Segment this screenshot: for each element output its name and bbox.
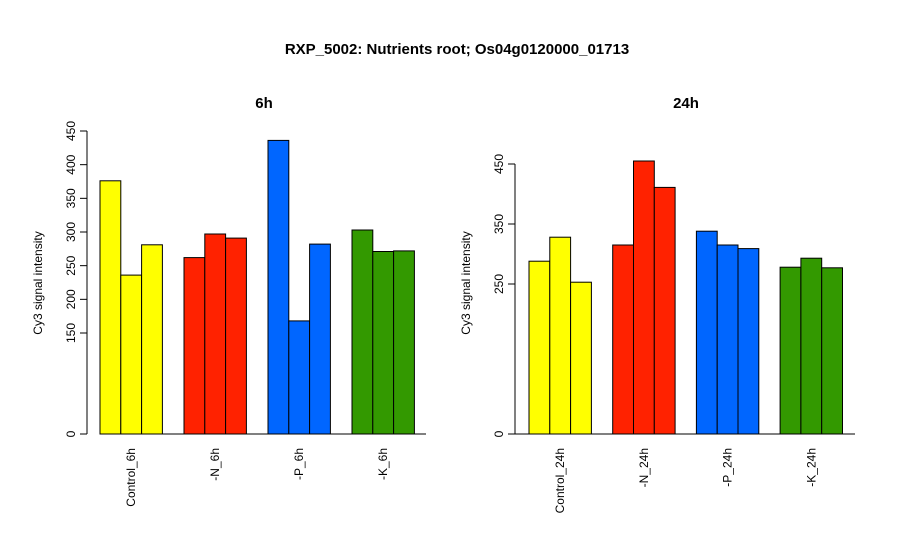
bar [204, 233, 227, 435]
y-tick-label: 450 [64, 121, 78, 141]
category-label: -K_24h [804, 448, 818, 487]
bar [99, 180, 122, 435]
y-axis-label: Cy3 signal intensity [31, 231, 45, 334]
bar [695, 230, 718, 435]
panel-24h: 24h Cy3 signal intensity 0 250 350 450 Cont… [459, 95, 855, 513]
category-label: -K_6h [376, 448, 390, 480]
panel-6h: 6h Cy3 signal intensity 0 150 200 250 300 350… [31, 95, 426, 507]
bar [351, 229, 374, 435]
bar [141, 244, 163, 435]
x-axis: Control_6h -N_6h -P_6h -K_6h [100, 433, 426, 507]
y-tick-label: 350 [492, 214, 506, 234]
category-label: Control_6h [124, 448, 138, 507]
y-tick-label: 250 [64, 255, 78, 275]
y-tick-label: 0 [492, 430, 506, 437]
bar [653, 186, 676, 435]
y-tick-label: 0 [64, 430, 78, 437]
category-label: -P_24h [721, 448, 735, 487]
y-tick-label: 250 [492, 274, 506, 294]
bar [549, 236, 572, 435]
category-label: -P_6h [292, 448, 306, 480]
bar [267, 139, 290, 435]
y-tick-label: 400 [64, 154, 78, 174]
panel-title: 24h [673, 95, 699, 112]
bar [716, 244, 739, 435]
y-tick-label: 300 [64, 222, 78, 242]
bar [393, 250, 415, 435]
bar [288, 320, 311, 435]
bar [570, 281, 592, 435]
x-axis: Control_24h -N_24h -P_24h -K_24h [515, 433, 855, 513]
bar [737, 248, 760, 435]
bars-group [99, 139, 415, 435]
bar [800, 257, 823, 435]
bar [612, 244, 635, 435]
y-tick-label: 150 [64, 323, 78, 343]
bar [821, 267, 844, 435]
bars-group [528, 160, 844, 435]
bar [779, 266, 802, 435]
y-tick-label: 450 [492, 154, 506, 174]
bar [528, 260, 551, 435]
panel-title: 6h [255, 95, 273, 112]
category-label: -N_6h [208, 448, 222, 481]
bar [183, 257, 206, 435]
figure-title: RXP_5002: Nutrients root; Os04g0120000_0… [285, 41, 629, 58]
y-axis: 0 150 200 250 300 350 400 450 [64, 121, 88, 437]
bar [225, 237, 247, 435]
bar [633, 160, 655, 435]
y-tick-label: 200 [64, 289, 78, 309]
bar [309, 243, 331, 435]
y-axis: 0 250 350 450 [492, 154, 516, 437]
bar [372, 251, 395, 435]
bar [120, 274, 143, 435]
category-label: -N_24h [637, 448, 651, 487]
y-axis-label: Cy3 signal intensity [459, 231, 473, 334]
y-tick-label: 350 [64, 188, 78, 208]
category-label: Control_24h [553, 448, 567, 513]
